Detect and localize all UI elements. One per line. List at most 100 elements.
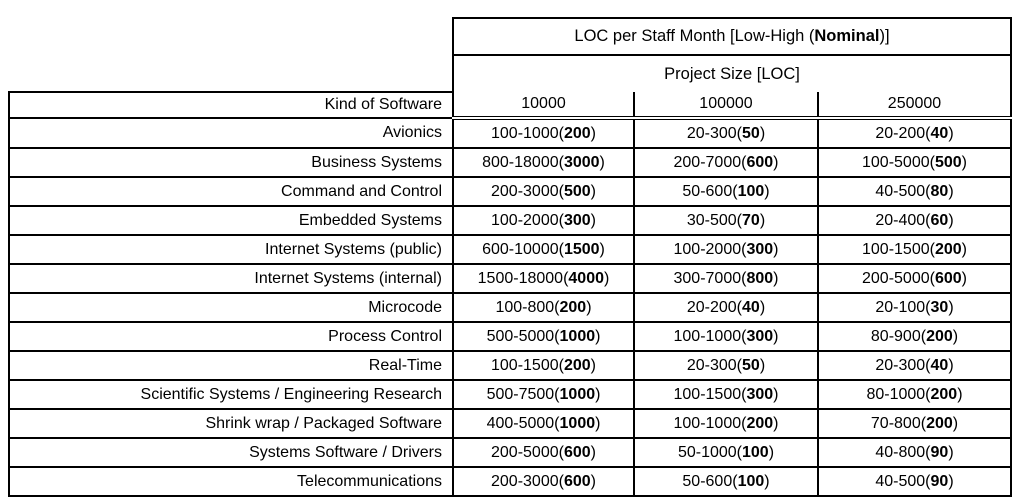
close-paren: ) bbox=[948, 124, 954, 142]
value-cell: 1500-18000(4000) bbox=[452, 263, 635, 294]
value-cell: 50-600(100) bbox=[633, 176, 819, 207]
table-row: Internet Systems (public) 600-10000(1500… bbox=[8, 234, 1012, 265]
nominal-value: 70 bbox=[742, 211, 760, 229]
value-cell: 40-500(90) bbox=[817, 466, 1012, 497]
value-cell: 40-500(80) bbox=[817, 176, 1012, 207]
value-cell: 200-5000(600) bbox=[817, 263, 1012, 294]
table-row: Microcode 100-800(200) 20-200(40) 20-100… bbox=[8, 292, 1012, 323]
value-cell: 20-400(60) bbox=[817, 205, 1012, 236]
nominal-value: 300 bbox=[746, 327, 774, 345]
loc-per-staff-month-table: LOC per Staff Month [Low-High (Nominal)]… bbox=[8, 17, 1012, 497]
kind-cell: Telecommunications bbox=[8, 466, 454, 497]
low-high-value: 200-3000( bbox=[491, 182, 564, 200]
low-high-value: 100-2000( bbox=[491, 211, 564, 229]
close-paren: ) bbox=[948, 298, 954, 316]
nominal-value: 100 bbox=[742, 443, 769, 461]
nominal-value: 3000 bbox=[563, 153, 600, 171]
kind-cell: Microcode bbox=[8, 292, 454, 323]
nominal-value: 40 bbox=[742, 298, 760, 316]
close-paren: ) bbox=[599, 153, 605, 171]
nominal-value: 30 bbox=[930, 298, 949, 316]
value-cell: 100-1500(200) bbox=[817, 234, 1012, 265]
close-paren: ) bbox=[599, 240, 605, 258]
size-column-10000: 10000 bbox=[452, 92, 635, 120]
close-paren: ) bbox=[961, 240, 967, 258]
kind-cell: Avionics bbox=[8, 117, 454, 149]
nominal-value: 600 bbox=[746, 153, 774, 171]
low-high-value: 200-7000( bbox=[673, 153, 747, 171]
nominal-value: 300 bbox=[746, 240, 774, 258]
kind-cell: Process Control bbox=[8, 321, 454, 352]
table-title: LOC per Staff Month [Low-High (Nominal)] bbox=[452, 17, 1012, 56]
kind-cell: Systems Software / Drivers bbox=[8, 437, 454, 468]
low-high-value: 30-500( bbox=[686, 211, 743, 229]
low-high-value: 100-1000( bbox=[673, 327, 747, 345]
table-title-suffix: )] bbox=[879, 27, 890, 45]
close-paren: ) bbox=[948, 211, 954, 229]
low-high-value: 200-3000( bbox=[491, 472, 564, 490]
table-title-prefix: LOC per Staff Month [Low-High ( bbox=[574, 27, 815, 45]
nominal-value: 200 bbox=[926, 327, 953, 345]
nominal-value: 60 bbox=[930, 211, 949, 229]
close-paren: ) bbox=[773, 385, 779, 403]
table-row: Avionics 100-1000(200) 20-300(50) 20-200… bbox=[8, 117, 1012, 149]
project-size-header: Project Size [LOC] bbox=[452, 54, 1012, 92]
value-cell: 30-500(70) bbox=[633, 205, 819, 236]
close-paren: ) bbox=[590, 443, 596, 461]
value-cell: 20-300(40) bbox=[817, 350, 1012, 381]
kind-cell: Scientific Systems / Engineering Researc… bbox=[8, 379, 454, 410]
value-cell: 500-7500(1000) bbox=[452, 379, 635, 410]
size-column-250000: 250000 bbox=[817, 92, 1012, 120]
low-high-value: 20-300( bbox=[875, 356, 931, 374]
nominal-value: 80 bbox=[930, 182, 949, 200]
title-row: LOC per Staff Month [Low-High (Nominal)] bbox=[9, 17, 1012, 56]
close-paren: ) bbox=[952, 414, 959, 432]
table-row: Telecommunications 200-3000(600) 50-600(… bbox=[8, 466, 1012, 497]
nominal-value: 300 bbox=[563, 211, 591, 229]
page: LOC per Staff Month [Low-High (Nominal)]… bbox=[8, 17, 1012, 497]
value-cell: 20-200(40) bbox=[817, 117, 1012, 149]
subtitle-row: Project Size [LOC] bbox=[9, 54, 1012, 92]
nominal-value: 600 bbox=[563, 443, 591, 461]
close-paren: ) bbox=[590, 124, 596, 142]
table-row: Systems Software / Drivers 200-5000(600)… bbox=[8, 437, 1012, 468]
low-high-value: 40-800( bbox=[875, 443, 931, 461]
close-paren: ) bbox=[590, 472, 596, 490]
size-column-100000: 100000 bbox=[633, 92, 819, 120]
blank-corner bbox=[9, 18, 453, 55]
close-paren: ) bbox=[759, 356, 766, 374]
low-high-value: 50-1000( bbox=[677, 443, 742, 461]
low-high-value: 20-100( bbox=[875, 298, 931, 316]
close-paren: ) bbox=[768, 443, 775, 461]
kind-cell: Embedded Systems bbox=[8, 205, 454, 236]
value-cell: 100-1000(200) bbox=[633, 408, 819, 439]
low-high-value: 100-1500( bbox=[491, 356, 564, 374]
close-paren: ) bbox=[590, 182, 596, 200]
close-paren: ) bbox=[764, 182, 770, 200]
nominal-value: 1500 bbox=[563, 240, 600, 258]
value-cell: 600-10000(1500) bbox=[452, 234, 635, 265]
table-row: Process Control 500-5000(1000) 100-1000(… bbox=[8, 321, 1012, 352]
blank-corner bbox=[9, 55, 453, 92]
nominal-value: 600 bbox=[563, 472, 591, 490]
low-high-value: 100-1000( bbox=[491, 124, 564, 142]
table-row: Shrink wrap / Packaged Software 400-5000… bbox=[8, 408, 1012, 439]
close-paren: ) bbox=[948, 356, 954, 374]
table-row: Embedded Systems 100-2000(300) 30-500(70… bbox=[8, 205, 1012, 236]
nominal-value: 1000 bbox=[559, 327, 596, 345]
low-high-value: 100-1000( bbox=[673, 414, 747, 432]
close-paren: ) bbox=[590, 356, 596, 374]
close-paren: ) bbox=[948, 182, 954, 200]
close-paren: ) bbox=[595, 414, 601, 432]
close-paren: ) bbox=[759, 298, 766, 316]
close-paren: ) bbox=[948, 472, 954, 490]
nominal-value: 200 bbox=[926, 414, 953, 432]
close-paren: ) bbox=[773, 153, 779, 171]
value-cell: 50-1000(100) bbox=[633, 437, 819, 468]
column-header-row: Kind of Software 10000 100000 250000 bbox=[8, 91, 1012, 120]
table-title-nominal: Nominal bbox=[814, 27, 880, 45]
low-high-value: 40-500( bbox=[875, 182, 931, 200]
close-paren: ) bbox=[773, 269, 779, 287]
nominal-value: 200 bbox=[559, 298, 587, 316]
nominal-value: 90 bbox=[930, 472, 949, 490]
